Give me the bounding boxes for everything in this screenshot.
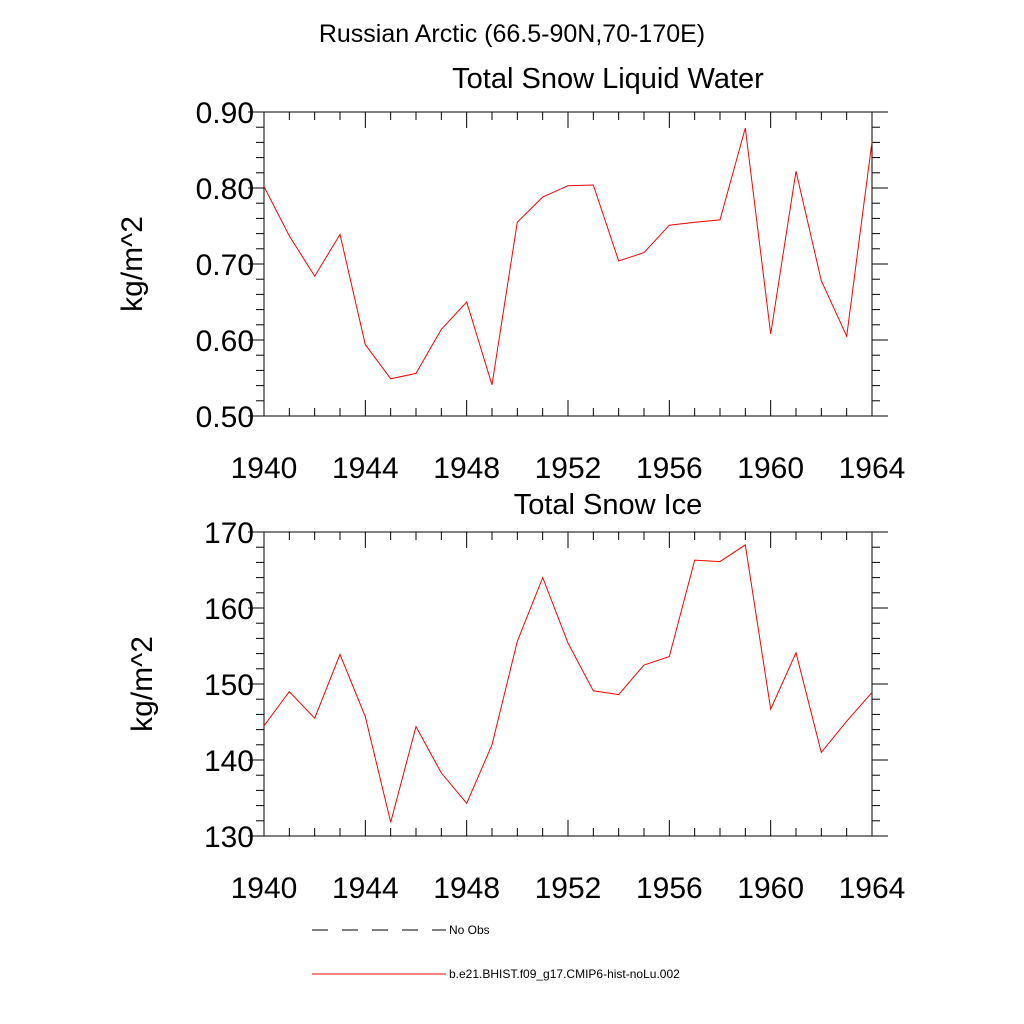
x-tick-label: 1964 bbox=[839, 452, 906, 485]
legend-label-no-obs: No Obs bbox=[449, 923, 490, 937]
x-tick-label: 1948 bbox=[433, 872, 500, 905]
y-tick-label: 0.80 bbox=[196, 173, 254, 206]
x-tick-label: 1960 bbox=[737, 452, 804, 485]
legend: No Obs b.e21.BHIST.f09_g17.CMIP6-hist-no… bbox=[312, 923, 680, 981]
y-tick-label: 140 bbox=[204, 745, 254, 778]
x-tick-label: 1940 bbox=[231, 452, 298, 485]
x-tick-label: 1944 bbox=[332, 452, 399, 485]
plot-frame bbox=[263, 111, 873, 417]
x-tick-label: 1956 bbox=[636, 872, 703, 905]
x-tick-label: 1944 bbox=[332, 872, 399, 905]
y-tick-label: 130 bbox=[204, 821, 254, 854]
x-tick-label: 1952 bbox=[535, 452, 602, 485]
panel-snow-ice: Total Snow Ice 1940 1944 1948 1952 1956 1960 19… bbox=[126, 489, 905, 905]
y-tick-label: 0.50 bbox=[196, 401, 254, 434]
series-line bbox=[263, 127, 873, 385]
plot-frame bbox=[263, 531, 873, 837]
x-tick-label: 1948 bbox=[433, 452, 500, 485]
main-title: Russian Arctic (66.5-90N,70-170E) bbox=[319, 20, 705, 48]
legend-label-model: b.e21.BHIST.f09_g17.CMIP6-hist-noLu.002 bbox=[449, 967, 680, 981]
y-tick-label: 160 bbox=[204, 593, 254, 626]
panel-title: Total Snow Liquid Water bbox=[452, 63, 764, 95]
x-tick-label: 1956 bbox=[636, 452, 703, 485]
y-tick-label: 0.60 bbox=[196, 325, 254, 358]
y-tick-label: 0.70 bbox=[196, 249, 254, 282]
series-line bbox=[263, 544, 873, 823]
y-axis-label: kg/m^2 bbox=[126, 636, 159, 732]
y-tick-label: 170 bbox=[204, 517, 254, 550]
x-tick-label: 1952 bbox=[535, 872, 602, 905]
x-tick-label: 1940 bbox=[231, 872, 298, 905]
y-axis-label: kg/m^2 bbox=[116, 216, 149, 312]
y-tick-label: 0.90 bbox=[196, 97, 254, 130]
x-tick-label: 1964 bbox=[839, 872, 906, 905]
y-tick-label: 150 bbox=[204, 669, 254, 702]
panel-snow-liquid-water: Total Snow Liquid Water 1940 1944 1948 1952 1… bbox=[116, 63, 905, 485]
panel-title: Total Snow Ice bbox=[514, 489, 703, 521]
x-tick-label: 1960 bbox=[737, 872, 804, 905]
